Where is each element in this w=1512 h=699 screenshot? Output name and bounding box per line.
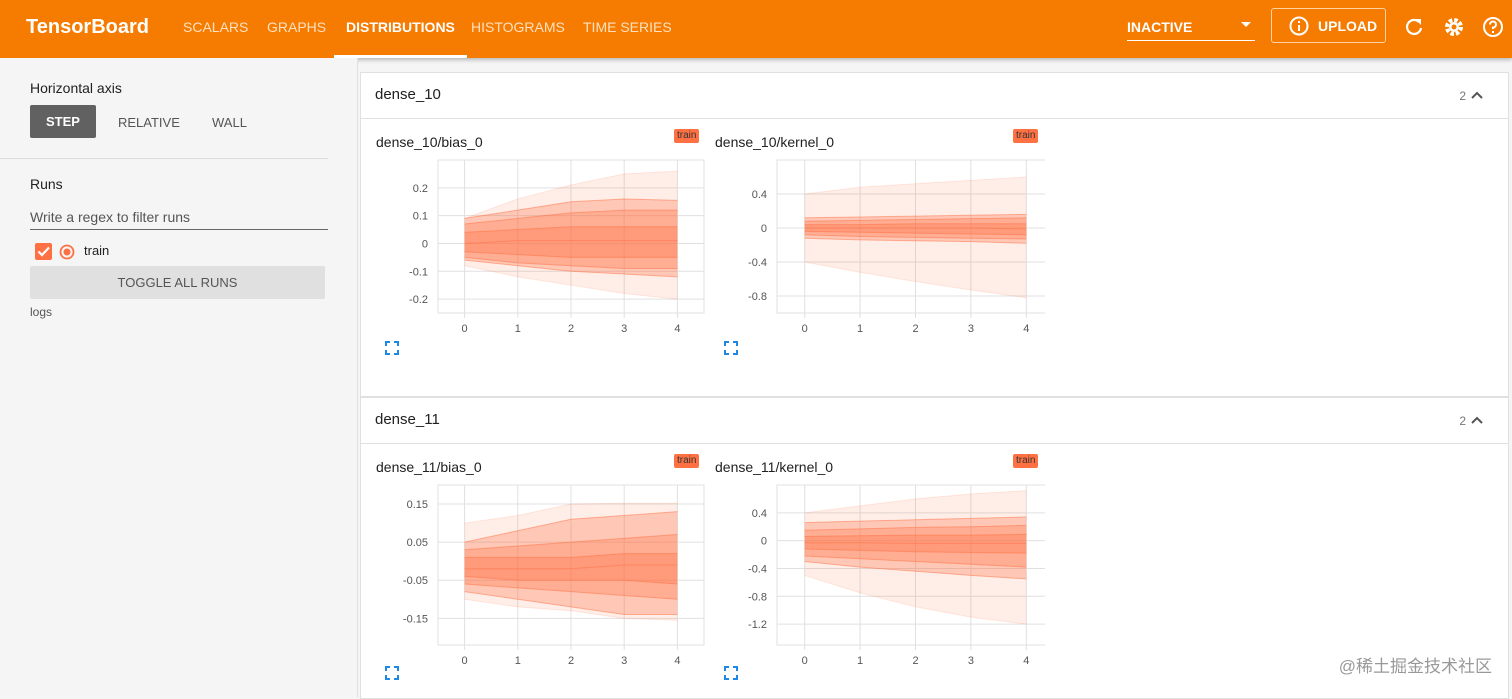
expand-icon[interactable] (386, 667, 398, 679)
chart: 0.2 0.1 0 -0.1 -0.2 0 1 2 3 4 (361, 119, 706, 369)
y-tick-label: -1.2 (748, 619, 767, 631)
y-tick-label: -0.2 (409, 294, 428, 306)
x-tick-label: 4 (1023, 323, 1029, 335)
y-tick-label: -0.15 (403, 613, 428, 625)
x-tick-label: 0 (802, 323, 808, 335)
x-tick-label: 3 (621, 655, 627, 667)
x-tick-label: 0 (802, 655, 808, 667)
nav-tab[interactable]: TIME SERIES (583, 19, 672, 35)
collapse-icon[interactable] (1470, 415, 1484, 425)
x-tick-label: 3 (968, 323, 974, 335)
y-tick-label: 0 (761, 536, 767, 548)
nav-tab[interactable]: DISTRIBUTIONS (346, 19, 455, 35)
run-filter[interactable]: Write a regex to filter runs (30, 209, 328, 230)
x-tick-label: 1 (857, 655, 863, 667)
x-tick-label: 4 (674, 655, 680, 667)
chart: 0.4 0 -0.4 -0.8 0 1 2 3 4 (700, 119, 1045, 369)
y-tick-label: -0.4 (748, 257, 767, 269)
x-tick-label: 2 (912, 323, 918, 335)
section-header[interactable]: dense_11 2 (361, 398, 1508, 444)
app-title: TensorBoard (26, 16, 149, 39)
sidebar: Horizontal axis STEP RELATIVE WALL Runs … (0, 58, 358, 697)
section-title: dense_10 (375, 86, 441, 103)
expand-icon[interactable] (386, 342, 398, 354)
axis-option[interactable]: RELATIVE (118, 115, 180, 130)
status-text: INACTIVE (1127, 19, 1192, 35)
y-tick-label: -0.4 (748, 563, 767, 575)
x-tick-label: 1 (515, 655, 521, 667)
filter-placeholder: Write a regex to filter runs (30, 209, 190, 225)
y-tick-label: 0 (422, 238, 428, 250)
x-tick-label: 2 (568, 323, 574, 335)
help-icon[interactable] (1482, 16, 1504, 38)
status-select[interactable]: INACTIVE (1127, 19, 1255, 41)
chart: 0.15 0.05 -0.05 -0.15 0 1 2 3 4 (361, 444, 706, 694)
expand-icon[interactable] (725, 342, 737, 354)
y-tick-label: 0.05 (407, 537, 428, 549)
section-header[interactable]: dense_10 2 (361, 73, 1508, 119)
x-tick-label: 1 (515, 323, 521, 335)
toggle-runs[interactable]: TOGGLE ALL RUNS (30, 266, 325, 299)
watermark: @稀土掘金技术社区 (1339, 652, 1492, 677)
x-tick-label: 0 (462, 655, 468, 667)
y-tick-label: 0.4 (752, 508, 767, 520)
run-selector[interactable] (34, 242, 80, 262)
upload-label: UPLOAD (1318, 18, 1377, 34)
settings-icon[interactable] (1443, 16, 1465, 38)
section-title: dense_11 (375, 411, 440, 428)
refresh-icon[interactable] (1403, 16, 1425, 38)
x-tick-label: 4 (1023, 655, 1029, 667)
axis-label: Horizontal axis (30, 80, 122, 96)
upload-button[interactable]: UPLOAD (1271, 8, 1386, 43)
section-count: 2 (1459, 414, 1466, 428)
axis-option[interactable]: STEP (30, 105, 96, 138)
x-tick-label: 1 (857, 323, 863, 335)
collapse-icon[interactable] (1470, 90, 1484, 100)
section-count: 2 (1459, 89, 1466, 103)
expand-icon[interactable] (725, 667, 737, 679)
x-tick-label: 4 (674, 323, 680, 335)
y-tick-label: -0.8 (748, 291, 767, 303)
x-tick-label: 2 (568, 655, 574, 667)
y-tick-label: 0 (761, 223, 767, 235)
x-tick-label: 3 (621, 323, 627, 335)
y-tick-label: -0.8 (748, 591, 767, 603)
x-tick-label: 0 (462, 323, 468, 335)
runs-label: Runs (30, 176, 63, 192)
y-tick-label: -0.1 (409, 266, 428, 278)
run-name: train (84, 243, 109, 258)
x-tick-label: 3 (968, 655, 974, 667)
nav-tab[interactable]: SCALARS (183, 19, 248, 35)
y-tick-label: 0.4 (752, 189, 767, 201)
top-bar: TensorBoard SCALARS GRAPHS DISTRIBUTIONS HI… (0, 0, 1512, 58)
axis-option[interactable]: WALL (212, 115, 247, 130)
nav-tab[interactable]: HISTOGRAMS (471, 19, 565, 35)
x-tick-label: 2 (912, 655, 918, 667)
y-tick-label: 0.15 (407, 499, 428, 511)
y-tick-label: 0.2 (413, 183, 428, 195)
info-icon (1289, 16, 1309, 36)
nav-tab[interactable]: GRAPHS (267, 19, 326, 35)
y-tick-label: -0.05 (403, 575, 428, 587)
chart: 0.4 0 -0.4 -0.8 -1.2 0 1 2 3 4 (700, 444, 1045, 694)
divider (0, 158, 328, 159)
y-tick-label: 0.1 (413, 211, 428, 223)
log-dir: logs (30, 305, 52, 319)
